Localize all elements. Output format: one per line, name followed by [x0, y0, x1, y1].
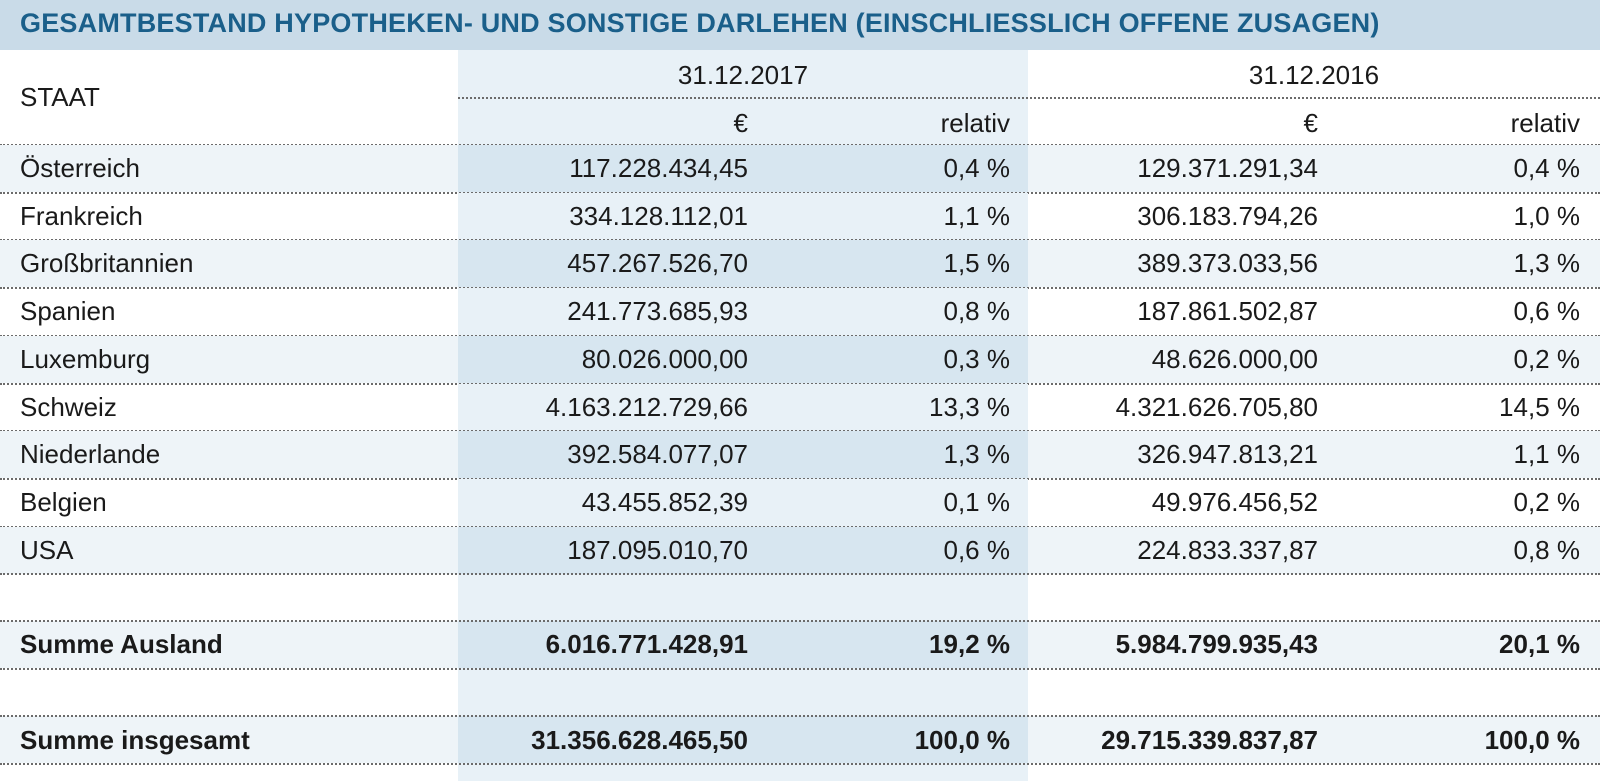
row-eur-2017: 117.228.434,45 — [569, 153, 748, 183]
row-eur-2016: 48.626.000,00 — [1151, 343, 1318, 374]
header-year-2017: 31.12.2017 — [677, 60, 809, 90]
header-year-2016: 31.12.2016 — [1248, 60, 1380, 90]
sum-total-eur-2016: 29.715.339.837,87 — [1101, 725, 1318, 755]
row-country: Belgien — [20, 486, 107, 517]
row-rel-2017: 0,6 % — [943, 534, 1011, 565]
sum-foreign-rel-2016: 20,1 % — [1499, 629, 1580, 659]
row-eur-2016: 49.976.456,52 — [1151, 486, 1318, 517]
sum-total-row — [0, 716, 1600, 763]
row-country: Niederlande — [20, 439, 161, 470]
row-eur-2016: 306.183.794,26 — [1137, 200, 1318, 231]
header-rel-2017: relativ — [940, 108, 1010, 138]
row-rel-2017: 0,8 % — [943, 296, 1011, 327]
row-divider — [0, 573, 1600, 576]
header-divider — [458, 97, 1600, 99]
header-rel-2016: relativ — [1510, 108, 1580, 138]
row-eur-2016: 224.833.337,87 — [1137, 534, 1318, 565]
row-eur-2017: 241.773.685,93 — [567, 296, 748, 327]
row-country: Großbritannien — [20, 248, 194, 279]
table-row — [0, 240, 1600, 288]
row-rel-2017: 1,5 % — [943, 248, 1011, 279]
row-eur-2016: 4.321.626.705,80 — [1115, 391, 1318, 422]
row-rel-2017: 0,3 % — [943, 343, 1011, 374]
row-rel-2017: 0,4 % — [943, 153, 1011, 183]
row-rel-2016: 0,6 % — [1513, 296, 1581, 327]
row-rel-2016: 0,4 % — [1513, 153, 1581, 183]
row-rel-2016: 1,1 % — [1513, 439, 1581, 470]
table-row — [0, 192, 1600, 240]
row-eur-2016: 389.373.033,56 — [1137, 248, 1318, 279]
row-country: Luxemburg — [20, 343, 151, 374]
sum-total-top-divider — [0, 715, 1600, 717]
row-eur-2016: 187.861.502,87 — [1137, 296, 1318, 327]
row-country: Österreich — [20, 153, 140, 183]
header-eur-2016: € — [1303, 108, 1318, 138]
row-eur-2017: 4.163.212.729,66 — [545, 391, 748, 422]
row-eur-2017: 80.026.000,00 — [581, 343, 748, 374]
sum-foreign-row — [0, 621, 1600, 668]
row-eur-2017: 187.095.010,70 — [567, 534, 748, 565]
sum-foreign-rel-2017: 19,2 % — [929, 629, 1010, 659]
sum-foreign-eur-2016: 5.984.799.935,43 — [1115, 629, 1318, 659]
sum-total-label: Summe insgesamt — [20, 725, 250, 755]
row-eur-2017: 334.128.112,01 — [569, 200, 748, 231]
row-rel-2016: 1,3 % — [1513, 248, 1581, 279]
header-staat: STAAT — [20, 82, 100, 112]
row-rel-2016: 14,5 % — [1499, 391, 1580, 422]
table-row — [0, 288, 1600, 336]
table-row — [0, 145, 1600, 192]
row-country: Schweiz — [20, 391, 117, 422]
row-country: USA — [20, 534, 74, 565]
sum-total-rel-2017: 100,0 % — [914, 725, 1010, 755]
row-eur-2017: 457.267.526,70 — [567, 248, 748, 279]
table-row — [0, 335, 1600, 383]
row-country: Spanien — [20, 296, 116, 327]
title-bar: GESAMTBESTAND HYPOTHEKEN- UND SONSTIGE D… — [0, 0, 1600, 50]
row-eur-2016: 326.947.813,21 — [1137, 439, 1318, 470]
row-eur-2017: 392.584.077,07 — [567, 439, 748, 470]
row-eur-2017: 43.455.852,39 — [581, 486, 748, 517]
sum-total-rel-2016: 100,0 % — [1484, 725, 1580, 755]
row-country: Frankreich — [20, 200, 143, 231]
row-rel-2016: 0,2 % — [1513, 343, 1581, 374]
row-rel-2016: 0,8 % — [1513, 534, 1581, 565]
row-rel-2017: 0,1 % — [943, 486, 1011, 517]
table-title: GESAMTBESTAND HYPOTHEKEN- UND SONSTIGE D… — [20, 8, 1380, 38]
sum-total-bottom-divider — [0, 763, 1600, 765]
row-rel-2017: 13,3 % — [929, 391, 1010, 422]
table-row — [0, 526, 1600, 574]
row-rel-2017: 1,1 % — [943, 200, 1011, 231]
table-row — [0, 383, 1600, 431]
sum-foreign-eur-2017: 6.016.771.428,91 — [545, 629, 748, 659]
row-rel-2016: 0,2 % — [1513, 486, 1581, 517]
header-eur-2017: € — [733, 108, 748, 138]
table-row — [0, 431, 1600, 479]
row-eur-2016: 129.371.291,34 — [1137, 153, 1318, 183]
table-row — [0, 478, 1600, 526]
sum-total-eur-2017: 31.356.628.465,50 — [531, 725, 748, 755]
sum-foreign-top-divider — [0, 620, 1600, 622]
row-rel-2017: 1,3 % — [943, 439, 1011, 470]
sum-foreign-bottom-divider — [0, 668, 1600, 670]
row-rel-2016: 1,0 % — [1513, 200, 1581, 231]
sum-foreign-label: Summe Ausland — [20, 629, 223, 659]
